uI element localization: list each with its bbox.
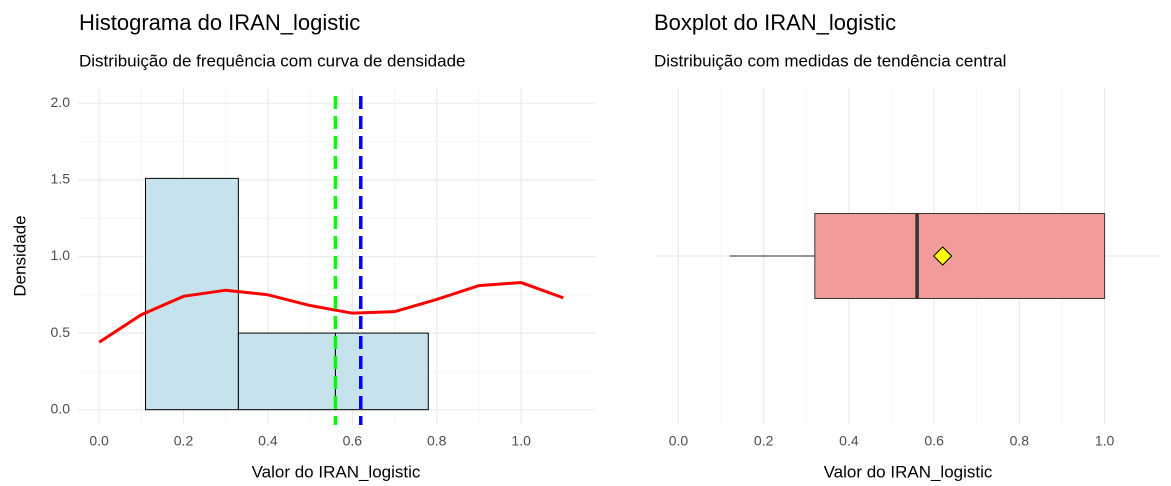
x-tick-label: 0.8 xyxy=(427,433,447,449)
y-tick-label: 0.5 xyxy=(51,324,71,340)
histogram-bar xyxy=(334,332,429,411)
x-tick-label: 0.0 xyxy=(669,433,689,449)
y-tick-label: 1.0 xyxy=(51,247,71,263)
x-tick-label: 1.0 xyxy=(1095,433,1115,449)
chart-subtitle: Distribuição com medidas de tendência ce… xyxy=(654,51,1006,70)
x-tick-label: 0.4 xyxy=(839,433,859,449)
density-curve xyxy=(98,281,564,344)
x-tick-label: 0.2 xyxy=(174,433,194,449)
x-tick-label: 0.2 xyxy=(754,433,774,449)
y-axis-label: Densidade xyxy=(10,215,29,296)
x-tick-label: 0.8 xyxy=(1010,433,1030,449)
histogram-bar xyxy=(237,332,336,411)
chart-title: Boxplot do IRAN_logistic xyxy=(654,10,896,35)
y-tick-label: 0.0 xyxy=(51,400,71,416)
y-tick-label: 1.5 xyxy=(51,171,71,187)
x-tick-label: 0.0 xyxy=(89,433,109,449)
x-axis-label: Valor do IRAN_logistic xyxy=(824,462,993,481)
x-tick-label: 1.0 xyxy=(511,433,531,449)
box xyxy=(814,213,1106,299)
chart-subtitle: Distribuição de frequência com curva de … xyxy=(79,51,466,70)
y-tick-label: 2.0 xyxy=(51,94,71,110)
mean-marker xyxy=(932,246,953,266)
x-tick-label: 0.6 xyxy=(924,433,944,449)
x-axis-label: Valor do IRAN_logistic xyxy=(252,462,421,481)
chart-title: Histograma do IRAN_logistic xyxy=(79,10,360,35)
x-tick-label: 0.4 xyxy=(258,433,278,449)
x-tick-label: 0.6 xyxy=(343,433,363,449)
